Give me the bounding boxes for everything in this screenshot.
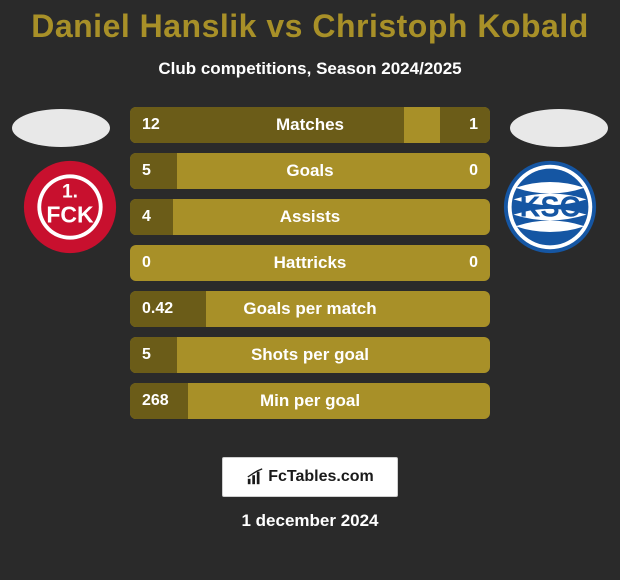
bar-label: Hattricks bbox=[130, 253, 490, 273]
bar-label: Min per goal bbox=[130, 391, 490, 411]
bar-row: 00Hattricks bbox=[130, 245, 490, 281]
player-right-head bbox=[510, 109, 608, 147]
player-left-head bbox=[12, 109, 110, 147]
team-left-logo: 1. FCK bbox=[22, 159, 118, 255]
bar-row: 0.42Goals per match bbox=[130, 291, 490, 327]
bar-row: 268Min per goal bbox=[130, 383, 490, 419]
bar-label: Matches bbox=[130, 115, 490, 135]
svg-text:1.: 1. bbox=[62, 181, 78, 202]
branding-text: FcTables.com bbox=[268, 468, 374, 486]
bar-label: Assists bbox=[130, 207, 490, 227]
svg-text:FCK: FCK bbox=[46, 201, 94, 227]
chart-icon bbox=[246, 468, 264, 486]
bar-label: Goals per match bbox=[130, 299, 490, 319]
bar-label: Goals bbox=[130, 161, 490, 181]
svg-text:KSC: KSC bbox=[520, 192, 581, 224]
bar-row: 4Assists bbox=[130, 199, 490, 235]
date-text: 1 december 2024 bbox=[0, 511, 620, 531]
bar-row: 121Matches bbox=[130, 107, 490, 143]
team-right-logo: KSC bbox=[502, 159, 598, 255]
bar-row: 5Shots per goal bbox=[130, 337, 490, 373]
page-title: Daniel Hanslik vs Christoph Kobald bbox=[0, 0, 620, 45]
bar-label: Shots per goal bbox=[130, 345, 490, 365]
comparison-bars: 121Matches 50Goals 4Assists 00Hattricks 0.42… bbox=[130, 107, 490, 419]
subtitle: Club competitions, Season 2024/2025 bbox=[0, 59, 620, 79]
comparison-content: 1. FCK KSC 121Matches 50Goals 4Assists 00Ha… bbox=[0, 99, 620, 439]
branding-badge[interactable]: FcTables.com bbox=[222, 457, 398, 497]
bar-row: 50Goals bbox=[130, 153, 490, 189]
